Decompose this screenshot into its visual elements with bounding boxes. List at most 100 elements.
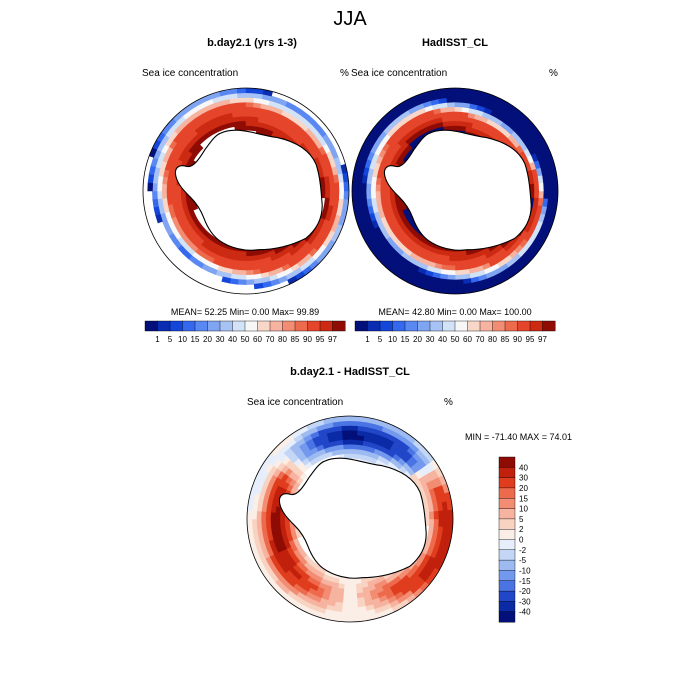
panel3-colorbar-box [498, 559, 516, 571]
panel2-cell [552, 190, 558, 201]
panel1-cell [147, 182, 154, 192]
panel2-colorbar: 1 5 10 15 20 30 40 50 60 70 80 85 90 95 97 [354, 320, 556, 344]
panel2-cell [365, 190, 372, 200]
panel1-cell [239, 260, 247, 267]
panel2-cell [454, 101, 464, 108]
panel3-cell [428, 518, 435, 527]
panel3-colorbar-label: 15 [519, 494, 528, 503]
panel3-cell [341, 429, 351, 436]
panel2-cell [454, 125, 462, 131]
panel1-cell [245, 88, 256, 94]
panel1-cell [245, 92, 255, 99]
panel1-colorbar-box [207, 320, 221, 332]
panel1-units-label: % [340, 68, 349, 79]
panel1-cell [238, 111, 247, 117]
panel1-colorbar-label: 90 [303, 335, 312, 344]
panel1-colorbar-label: 70 [266, 335, 275, 344]
panel2-colorbar-box [529, 320, 544, 332]
panel1-colorbar-label: 1 [155, 335, 160, 344]
panel3-variable-label: Sea ice concentration [247, 397, 344, 408]
panel1-stats-text: MEAN= 52.25 Min= 0.00 Max= 99.89 [170, 307, 320, 317]
panel3-colorbar-label: 40 [519, 463, 528, 472]
panel3-field [247, 416, 453, 622]
figure-title: JJA [333, 8, 367, 30]
panel3-colorbar-label: -40 [519, 608, 531, 617]
panel3-cell [342, 434, 351, 441]
panel2-cell [454, 120, 462, 127]
panel1-cell [245, 269, 254, 276]
panel1-cell [152, 182, 158, 192]
panel2-title: HadISST_CL [421, 37, 488, 49]
panel3-colorbar-box [498, 467, 516, 479]
panel1-cell [238, 265, 247, 271]
panel3-minmax-text: MIN = -71.40 MAX = 74.01 [465, 432, 573, 442]
panel2-cell [375, 190, 381, 199]
panel3-cell [260, 510, 267, 520]
panel1-colorbar-label: 20 [203, 335, 212, 344]
panel2-cell [379, 184, 386, 192]
panel1-cell [324, 190, 331, 199]
panel1-colorbar-box [319, 320, 334, 332]
panel1-cell [229, 278, 239, 285]
panel2-cell [454, 111, 463, 117]
panel3-colorbar-box [498, 518, 516, 530]
panel3-cell [438, 518, 444, 528]
panel3-colorbar-label: -20 [519, 587, 531, 596]
panel3-cell [343, 443, 351, 450]
panel3-title: b.day2.1 - HadISST_CL [290, 366, 410, 378]
panel3-cell [343, 579, 351, 585]
panel3-colorbar-box [498, 456, 516, 468]
panel1-cell [152, 198, 159, 208]
panel3-cell [343, 448, 351, 455]
panel1-title: b.day2.1 (yrs 1-3) [207, 37, 297, 49]
panel3-cell [349, 416, 360, 422]
panel2-cell [352, 190, 358, 201]
panel3-colorbar-box [498, 549, 516, 561]
panel2-cell [361, 182, 367, 192]
panel3-cell [340, 616, 351, 622]
panel2-colorbar-box [379, 320, 394, 332]
panel1-cell [334, 182, 340, 192]
panel2-colorbar-box [354, 320, 369, 332]
panel3-cell [341, 611, 351, 618]
panel3-cell [341, 425, 351, 431]
panel2-cell [533, 190, 540, 199]
panel3-colorbar-box [498, 477, 516, 489]
panel2-map-border [351, 87, 559, 295]
panel3-colorbar-label: -5 [519, 556, 527, 565]
panel3-colorbar-label: 2 [519, 525, 524, 534]
panel2-cell [447, 265, 456, 271]
panel3-cell [349, 607, 359, 613]
panel3-cell [349, 420, 359, 427]
panel2-colorbar-label: 97 [538, 335, 547, 344]
panel2-variable-label: Sea ice concentration [351, 68, 448, 79]
panel2-colorbar-label: 5 [378, 335, 383, 344]
panel1-colorbar-label: 10 [178, 335, 187, 344]
panel2-cell [448, 255, 456, 262]
panel3-colorbar-box [498, 611, 516, 623]
panel2-colorbar-box [479, 320, 494, 332]
panel3-cell [349, 611, 359, 618]
panel3-colorbar-box [498, 498, 516, 510]
panel3-cell [433, 510, 440, 520]
panel2-colorbar-box [467, 320, 481, 332]
panel2-cell [547, 182, 554, 192]
panel1-cell [329, 190, 336, 200]
panel2-colorbar-box [454, 320, 469, 332]
panel3-colorbar-box [498, 580, 516, 592]
panel3-cell [349, 425, 359, 431]
panel1-cell [238, 269, 247, 276]
panel2-colorbar-box [429, 320, 444, 332]
panel1-colorbar-label: 15 [191, 335, 200, 344]
panel1-cell [245, 97, 255, 103]
panel3-colorbar-label: -2 [519, 546, 527, 555]
panel3-cell [447, 509, 453, 520]
panel1-cell [245, 115, 253, 122]
panel1-cell [245, 265, 254, 271]
panel3-cell [247, 518, 253, 529]
panel2-colorbar-label: 10 [388, 335, 397, 344]
panel3-colorbar-label: 10 [519, 505, 528, 514]
panel2-cell [454, 115, 462, 122]
panel1-colorbar: 1 5 10 15 20 30 40 50 60 70 80 85 90 95 97 [144, 320, 346, 344]
